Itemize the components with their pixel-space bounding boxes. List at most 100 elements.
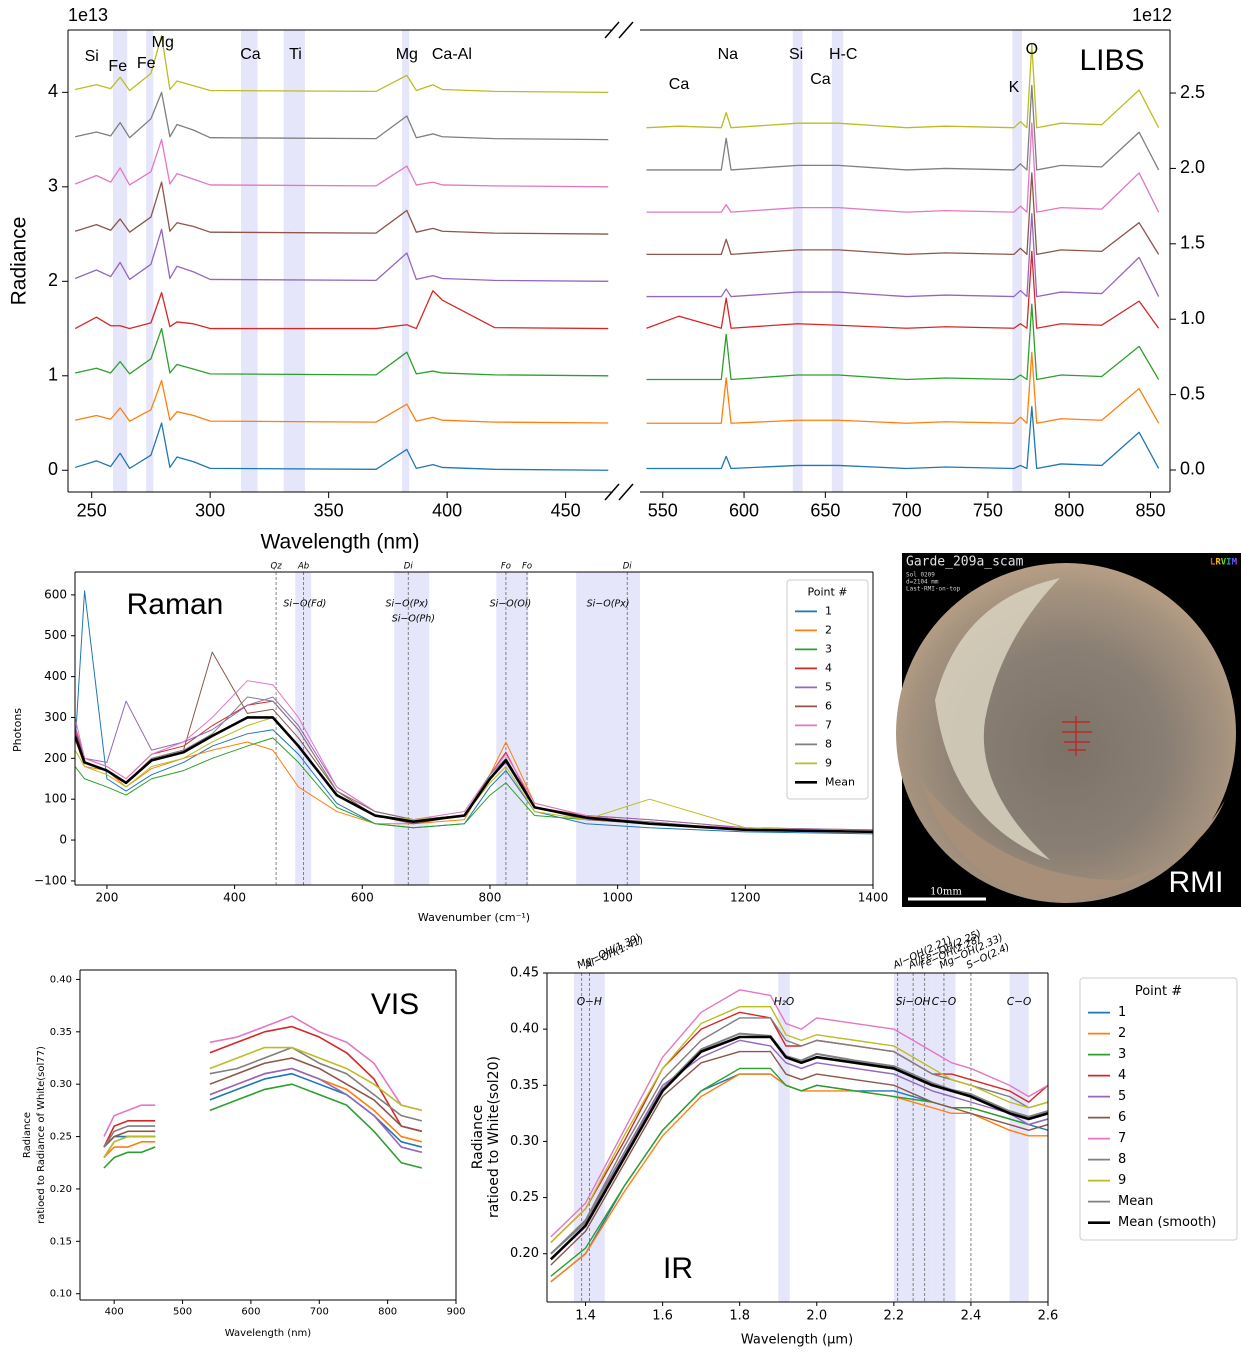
annotation-label: Ca-Al xyxy=(432,46,472,63)
legend-label: Mean xyxy=(1118,1194,1153,1209)
y-tick-label: 0.30 xyxy=(50,1079,72,1090)
legend-label: 9 xyxy=(1118,1173,1126,1188)
band-label: O−H xyxy=(577,996,602,1008)
x-tick-label: 550 xyxy=(648,500,678,520)
annotation-label: Ca xyxy=(240,46,261,63)
legend-title: Point # xyxy=(807,585,847,598)
legend-label: Mean (smooth) xyxy=(1118,1215,1216,1230)
series-line xyxy=(75,651,873,833)
band xyxy=(146,30,154,492)
series-line xyxy=(74,228,609,282)
y-tick-label: 100 xyxy=(44,792,67,806)
series-line xyxy=(74,422,609,471)
x-tick-label: 1.4 xyxy=(575,1308,596,1323)
band xyxy=(1012,30,1023,492)
series-line xyxy=(103,1025,423,1148)
band xyxy=(496,572,529,885)
series-line xyxy=(646,172,1160,256)
series-line xyxy=(550,1073,1048,1283)
series-line xyxy=(549,1035,1048,1261)
y-tick-label: 0.20 xyxy=(510,1246,539,1261)
annotation-label: Di xyxy=(623,562,633,572)
y-tick-label: 400 xyxy=(44,669,67,683)
annotation-label: K xyxy=(1009,79,1020,96)
band xyxy=(893,973,933,1302)
legend-label: 1 xyxy=(1118,1005,1126,1020)
series-line xyxy=(103,1057,423,1148)
band-label: H₂O xyxy=(774,996,794,1008)
x-axis-label: Wavenumber (cm⁻¹) xyxy=(418,911,530,924)
x-tick-label: 250 xyxy=(77,500,107,520)
x-tick-label: 400 xyxy=(105,1307,124,1318)
legend-label: 3 xyxy=(825,642,832,655)
band-label: C−O xyxy=(932,996,956,1008)
y-tick-label: 1.5 xyxy=(1180,233,1205,253)
y-axis-label: Radiance xyxy=(8,217,31,306)
x-tick-label: 850 xyxy=(1135,500,1165,520)
rmi-detail: Last-RMI-on-top xyxy=(906,586,961,593)
x-tick-label: 700 xyxy=(892,500,922,520)
series-line xyxy=(550,1039,1048,1255)
band xyxy=(113,30,128,492)
rmi-image-title: Garde_209a_scam xyxy=(906,555,1024,570)
x-tick-label: 800 xyxy=(1054,500,1084,520)
x-tick-label: 500 xyxy=(173,1307,192,1318)
x-tick-label: 600 xyxy=(729,500,759,520)
series-line xyxy=(550,1050,1048,1266)
x-tick-label: 400 xyxy=(223,891,246,905)
y-tick-label: 0.10 xyxy=(50,1289,72,1300)
panel-title: Raman xyxy=(127,588,224,621)
series-line xyxy=(74,35,609,94)
y-axis-label: Photons xyxy=(11,708,24,752)
series-line xyxy=(74,138,609,188)
rmi-image xyxy=(896,553,1241,907)
plot-area xyxy=(549,973,1048,1302)
y-tick-label: 0.25 xyxy=(50,1132,72,1143)
y-axis-label: Radiance xyxy=(470,1105,486,1170)
x-tick-label: 1400 xyxy=(858,891,889,905)
series-line xyxy=(103,1046,423,1158)
x-tick-label: 1.8 xyxy=(729,1308,750,1323)
x-tick-label: 650 xyxy=(810,500,840,520)
annotation-label: Fo xyxy=(501,562,511,572)
legend-label: 6 xyxy=(825,699,832,712)
axis-offset-label: 1e13 xyxy=(68,5,108,25)
panel-title: IR xyxy=(663,1252,693,1285)
rmi-label: RMI xyxy=(1169,866,1224,899)
series-line xyxy=(550,1005,1048,1243)
y-axis-label: ratioed to Radiance of White(sol77) xyxy=(36,1046,47,1224)
rmi-detail: d=2104 mm xyxy=(906,579,939,586)
annotation-label: Fo xyxy=(522,562,532,572)
y-tick-label: 0.25 xyxy=(510,1190,539,1205)
y-tick-label: −100 xyxy=(34,873,67,887)
legend-title: Point # xyxy=(1135,984,1182,999)
legend-label: 2 xyxy=(1118,1026,1126,1041)
x-tick-label: 750 xyxy=(973,500,1003,520)
y-tick-label: 3 xyxy=(48,176,58,196)
legend-label: Mean xyxy=(825,775,855,788)
series-line xyxy=(646,250,1160,329)
x-tick-label: 900 xyxy=(446,1307,465,1318)
y-tick-label: 0.15 xyxy=(50,1236,72,1247)
annotation-label: Fe xyxy=(137,55,156,72)
y-tick-label: 0.0 xyxy=(1180,459,1205,479)
series-line xyxy=(74,290,609,330)
band xyxy=(402,30,410,492)
x-axis-label: Wavelength (μm) xyxy=(741,1333,853,1348)
x-tick-label: 1.6 xyxy=(652,1308,673,1323)
series-line xyxy=(103,1083,423,1169)
y-tick-label: 300 xyxy=(44,710,67,724)
y-tick-label: 2.0 xyxy=(1180,157,1205,177)
x-tick-label: 600 xyxy=(241,1307,260,1318)
series-line xyxy=(75,696,873,833)
x-tick-label: 200 xyxy=(95,891,118,905)
band-label: Si−O(Px) xyxy=(386,599,429,610)
y-tick-label: 4 xyxy=(48,81,58,101)
series-line xyxy=(646,303,1160,381)
rmi-scale-label: 10mm xyxy=(930,887,962,898)
band xyxy=(932,973,956,1302)
band xyxy=(283,30,305,492)
plot-area xyxy=(75,572,873,885)
legend-box xyxy=(1079,977,1238,1241)
